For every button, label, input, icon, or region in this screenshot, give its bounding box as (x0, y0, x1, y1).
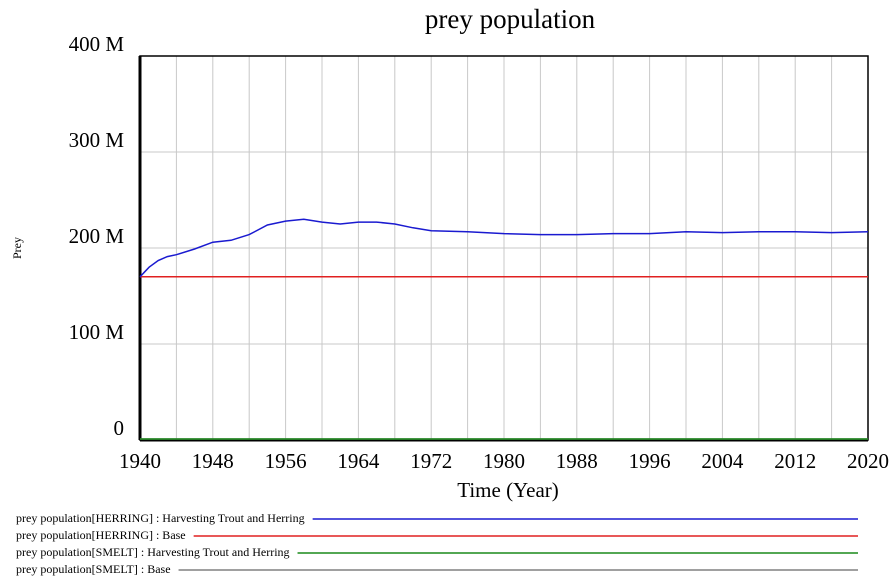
y-tick-label: 200 M (69, 224, 125, 248)
y-tick-label: 300 M (69, 128, 125, 152)
y-tick-label: 400 M (69, 32, 125, 56)
x-tick-label: 1996 (629, 449, 671, 473)
y-tick-label: 0 (114, 416, 125, 440)
x-tick-label: 1972 (410, 449, 452, 473)
x-tick-label: 1980 (483, 449, 525, 473)
x-tick-label: 1940 (119, 449, 161, 473)
legend-label: prey population[HERRING] : Harvesting Tr… (16, 511, 305, 525)
x-tick-label: 2020 (847, 449, 889, 473)
legend-label: prey population[SMELT] : Base (16, 562, 171, 576)
x-tick-label: 1948 (192, 449, 234, 473)
x-axis-label: Time (Year) (457, 478, 559, 502)
y-tick-label: 100 M (69, 320, 125, 344)
legend-label: prey population[HERRING] : Base (16, 528, 186, 542)
x-tick-label: 2012 (774, 449, 816, 473)
x-tick-label: 1988 (556, 449, 598, 473)
series-line (139, 218, 869, 278)
chart-title: prey population (425, 4, 596, 34)
x-tick-label: 1964 (337, 449, 380, 473)
x-tick-label: 2004 (701, 449, 744, 473)
legend-label: prey population[SMELT] : Harvesting Trou… (16, 545, 290, 559)
y-axis-label: Prey (10, 237, 24, 259)
x-tick-label: 1956 (265, 449, 307, 473)
